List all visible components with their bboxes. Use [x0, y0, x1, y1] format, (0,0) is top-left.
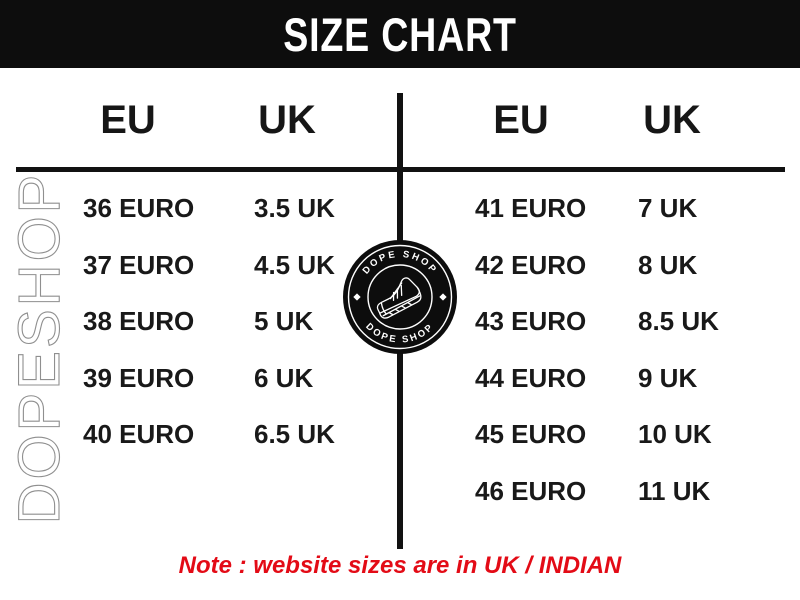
size-table-right: 41 EURO 7 UK 42 EURO 8 UK 43 EURO 8.5 UK… — [475, 180, 775, 519]
diamond-separator-left — [353, 293, 361, 301]
left-uk-header: UK — [258, 98, 316, 142]
page-title: SIZE CHART — [283, 7, 517, 61]
eu-size: 38 EURO — [83, 306, 195, 337]
size-table-left: 36 EURO 3.5 UK 37 EURO 4.5 UK 38 EURO 5 … — [83, 180, 383, 463]
table-row: 42 EURO 8 UK — [475, 237, 775, 294]
uk-size: 8.5 UK — [638, 306, 719, 337]
eu-size: 44 EURO — [475, 362, 587, 393]
eu-size: 46 EURO — [475, 475, 587, 506]
table-row: 44 EURO 9 UK — [475, 350, 775, 407]
eu-size: 42 EURO — [475, 249, 587, 280]
dopeshop-watermark: DOPESHOP — [6, 171, 72, 525]
eu-size: 41 EURO — [475, 193, 587, 224]
uk-size: 5 UK — [254, 306, 314, 337]
eu-size: 40 EURO — [83, 419, 195, 450]
table-row: 45 EURO 10 UK — [475, 406, 775, 463]
eu-size: 36 EURO — [83, 193, 195, 224]
uk-size: 11 UK — [638, 475, 711, 506]
table-row: 39 EURO 6 UK — [83, 350, 383, 407]
uk-size: 9 UK — [638, 362, 698, 393]
size-note: Note : website sizes are in UK / INDIAN — [178, 552, 622, 579]
uk-size: 6.5 UK — [254, 419, 335, 450]
right-eu-header: EU — [493, 98, 549, 142]
table-row: 36 EURO 3.5 UK — [83, 180, 383, 237]
uk-size: 4.5 UK — [254, 249, 335, 280]
uk-size: 8 UK — [638, 249, 698, 280]
eu-size: 43 EURO — [475, 306, 587, 337]
right-uk-header: UK — [643, 98, 701, 142]
uk-size: 6 UK — [254, 362, 314, 393]
table-row: 41 EURO 7 UK — [475, 180, 775, 237]
diamond-separator-right — [439, 293, 447, 301]
uk-size: 7 UK — [638, 193, 698, 224]
eu-size: 37 EURO — [83, 249, 195, 280]
left-eu-header: EU — [100, 98, 156, 142]
table-row: 43 EURO 8.5 UK — [475, 293, 775, 350]
table-row: 37 EURO 4.5 UK — [83, 237, 383, 294]
uk-size: 3.5 UK — [254, 193, 335, 224]
title-banner: SIZE CHART — [0, 0, 800, 68]
table-row: 38 EURO 5 UK — [83, 293, 383, 350]
table-row: 40 EURO 6.5 UK — [83, 406, 383, 463]
eu-size: 45 EURO — [475, 419, 587, 450]
sneaker-icon — [376, 277, 422, 319]
table-row: 46 EURO 11 UK — [475, 463, 775, 520]
dope-shop-logo: DOPE SHOP DOPE SHOP — [343, 240, 457, 354]
uk-size: 10 UK — [638, 419, 712, 450]
eu-size: 39 EURO — [83, 362, 195, 393]
